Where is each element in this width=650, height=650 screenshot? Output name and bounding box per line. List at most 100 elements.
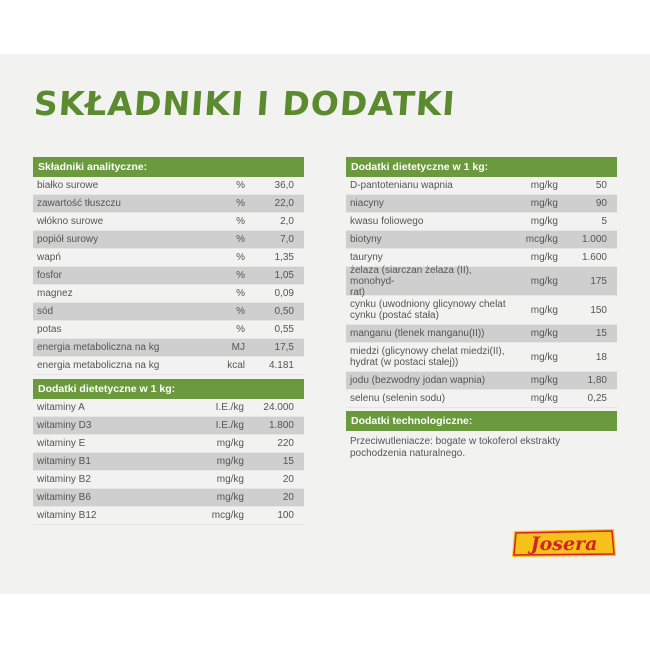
diet-name: biotyny — [350, 234, 382, 245]
analytic-row: włókno surowe% 2,0 — [33, 213, 304, 231]
analytic-unit: % — [236, 216, 245, 227]
tech-additives-box: Dodatki technologiczne: Przeciwutleniacz… — [346, 411, 617, 465]
diet-value: 18 — [595, 351, 607, 363]
analytic-name: popiół surowy — [37, 234, 99, 245]
diet-row: selenu (selenin sodu) mg/kg 0,25 — [346, 390, 617, 408]
analytic-unit: % — [236, 306, 245, 317]
vitamin-value: 20 — [282, 492, 294, 503]
diet-value: 50 — [595, 180, 607, 191]
diet-value: 1,80 — [587, 375, 607, 386]
diet-unit: mg/kg — [530, 375, 558, 386]
diet-row: żelaza (siarczan żelaza (II), monohyd- r… — [346, 265, 617, 298]
diet-unit: mg/kg — [530, 351, 558, 363]
analytic-row: magnez% 0,09 — [33, 285, 304, 303]
diet-unit: mg/kg — [530, 275, 558, 287]
diet-value: 90 — [595, 198, 607, 209]
diet-value: 5 — [601, 216, 607, 227]
analytic-table: Składniki analityczne: białko surowe% 36,… — [33, 157, 304, 375]
vitamin-value: 1.800 — [268, 420, 294, 431]
vitamin-row: witaminy E mg/kg 220 — [33, 435, 304, 453]
vitamin-row: witaminy B1 mg/kg 15 — [33, 453, 304, 471]
diet-unit: mg/kg — [530, 216, 558, 227]
analytic-unit: % — [236, 324, 245, 335]
analytic-row: energia metaboliczna na kg kcal 4.181 — [33, 357, 304, 375]
diet-name: cynku (uwodniony glicynowy chelat cynku … — [350, 299, 506, 321]
analytic-value: 0,55 — [274, 324, 294, 335]
diet-additives-table-header: Dodatki dietetyczne w 1 kg: — [346, 157, 617, 177]
analytic-row: energia metaboliczna na kg MJ 17,5 — [33, 339, 304, 357]
diet-name: jodu (bezwodny jodan wapnia) — [350, 375, 486, 386]
vitamin-unit: I.E./kg — [215, 402, 244, 413]
vitamin-value: 24.000 — [263, 402, 294, 413]
diet-row: manganu (tlenek manganu(II)) mg/kg 15 — [346, 325, 617, 343]
analytic-unit: % — [236, 252, 245, 263]
diet-unit: mg/kg — [530, 252, 558, 263]
diet-row: jodu (bezwodny jodan wapnia) mg/kg 1,80 — [346, 372, 617, 390]
tech-additives-text: Przeciwutleniacze: bogate w tokoferol ek… — [350, 436, 561, 459]
analytic-name: zawartość tłuszczu — [37, 198, 121, 209]
diet-value: 175 — [590, 275, 607, 287]
diet-name: D-pantotenianu wapnia — [350, 180, 453, 191]
vitamin-name: witaminy B6 — [37, 492, 91, 503]
analytic-unit: % — [236, 234, 245, 245]
analytic-name: energia metaboliczna na kg — [37, 360, 160, 371]
vitamin-row: witaminy A I.E./kg 24.000 — [33, 399, 304, 417]
vitamin-row: witaminy D3 I.E./kg 1.800 — [33, 417, 304, 435]
analytic-row: potas% 0,55 — [33, 321, 304, 339]
analytic-table-header: Składniki analityczne: — [33, 157, 304, 177]
analytic-row: sód% 0,50 — [33, 303, 304, 321]
diet-row: niacyny mg/kg 90 — [346, 195, 617, 213]
diet-value: 150 — [590, 304, 607, 316]
vitamin-unit: I.E./kg — [215, 420, 244, 431]
diet-unit: mg/kg — [530, 328, 558, 339]
analytic-value: 1,05 — [274, 270, 294, 281]
analytic-row: popiół surowy% 7,0 — [33, 231, 304, 249]
diet-name: selenu (selenin sodu) — [350, 393, 446, 404]
vitamin-name: witaminy E — [37, 438, 86, 449]
diet-additives-table: Dodatki dietetyczne w 1 kg: D-pantotenia… — [346, 157, 617, 408]
analytic-unit: MJ — [231, 342, 245, 353]
diet-name: niacyny — [350, 198, 384, 209]
diet-row: cynku (uwodniony glicynowy chelat cynku … — [346, 296, 617, 325]
diet-value: 1.600 — [581, 252, 607, 263]
vitamin-name: witaminy B12 — [37, 510, 97, 521]
diet-value: 0,25 — [587, 393, 607, 404]
analytic-value: 22,0 — [274, 198, 294, 209]
analytic-value: 17,5 — [274, 342, 294, 353]
diet-unit: mg/kg — [530, 304, 558, 316]
vitamin-name: witaminy B2 — [37, 474, 91, 485]
vitamin-name: witaminy B1 — [37, 456, 91, 467]
diet-unit: mg/kg — [530, 198, 558, 209]
analytic-unit: kcal — [227, 360, 245, 371]
analytic-name: energia metaboliczna na kg — [37, 342, 160, 353]
analytic-unit: % — [236, 180, 245, 191]
analytic-value: 7,0 — [280, 234, 294, 245]
analytic-name: sód — [37, 306, 54, 317]
vitamin-row: witaminy B12 mcg/kg 100 — [33, 507, 304, 525]
analytic-name: magnez — [37, 288, 73, 299]
vitamin-value: 220 — [277, 438, 294, 449]
analytic-row: wapń% 1,35 — [33, 249, 304, 267]
analytic-name: białko surowe — [37, 180, 99, 191]
vitamin-name: witaminy A — [37, 402, 85, 413]
vitamin-unit: mg/kg — [216, 438, 244, 449]
vitamin-unit: mcg/kg — [211, 510, 244, 521]
diet-row: tauryny mg/kg 1.600 — [346, 249, 617, 267]
logo-text: Josera — [528, 533, 598, 555]
vitamin-unit: mg/kg — [216, 492, 244, 503]
vitamin-name: witaminy D3 — [37, 420, 92, 431]
analytic-row: białko surowe% 36,0 — [33, 177, 304, 195]
analytic-name: włókno surowe — [37, 216, 104, 227]
diet-unit: mcg/kg — [525, 234, 558, 245]
diet-row: D-pantotenianu wapnia mg/kg 50 — [346, 177, 617, 195]
analytic-name: wapń — [37, 252, 61, 263]
page-title: SKŁADNIKI I DODATKI — [32, 84, 458, 123]
vitamins-table: Dodatki dietetyczne w 1 kg: witaminy A I.… — [33, 379, 304, 525]
tech-additives-header: Dodatki technologiczne: — [346, 411, 617, 431]
vitamin-value: 15 — [282, 456, 294, 467]
vitamins-table-header: Dodatki dietetyczne w 1 kg: — [33, 379, 304, 399]
diet-name: manganu (tlenek manganu(II)) — [350, 328, 485, 339]
analytic-value: 36,0 — [274, 180, 294, 191]
vitamin-row: witaminy B2 mg/kg 20 — [33, 471, 304, 489]
vitamin-row: witaminy B6 mg/kg 20 — [33, 489, 304, 507]
